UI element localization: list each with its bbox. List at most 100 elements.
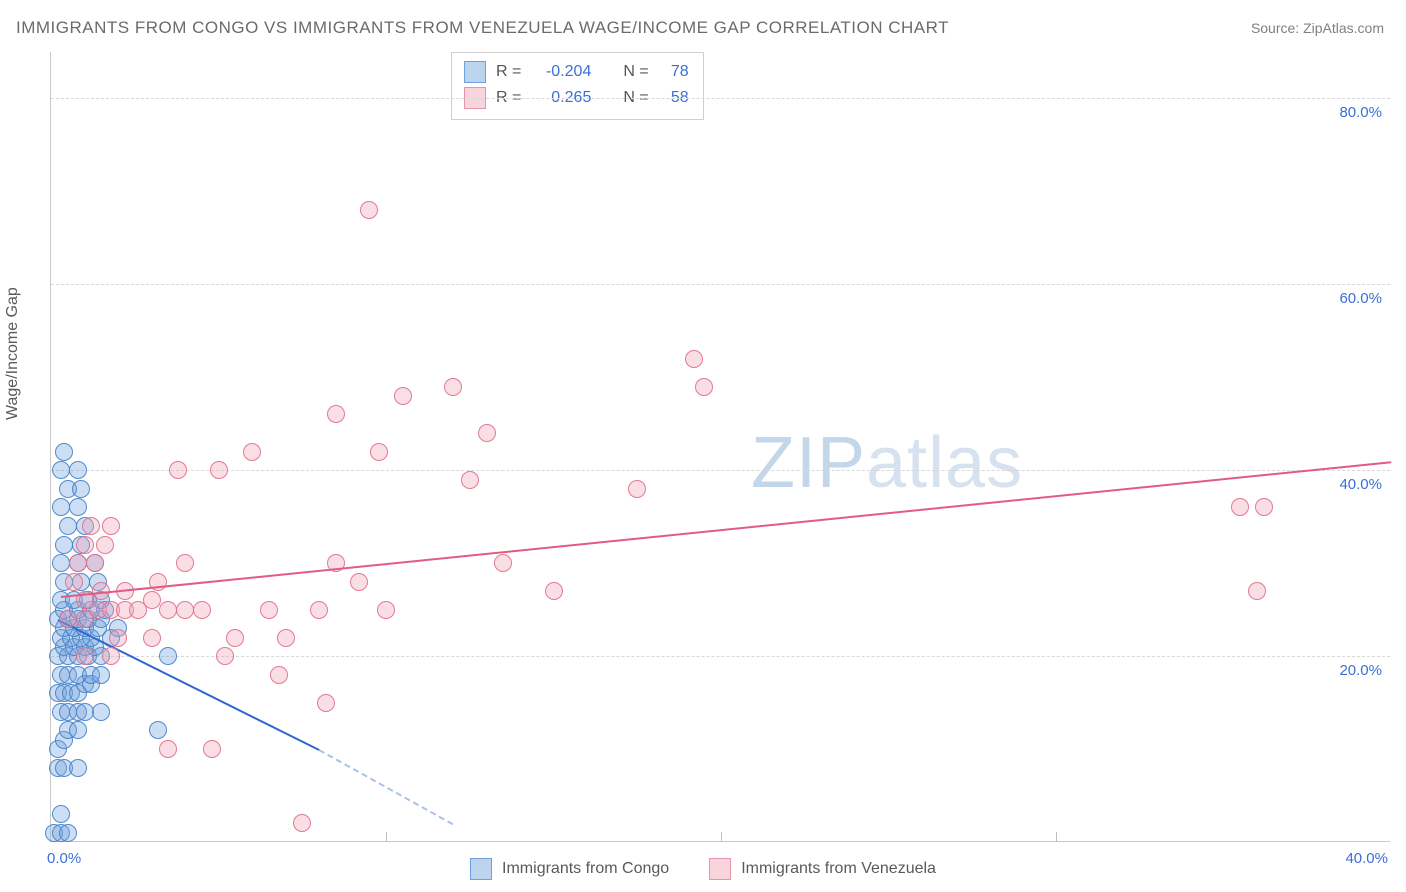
gridline-h [51, 284, 1390, 285]
trend-line-extrapolated [319, 749, 454, 825]
data-point [76, 647, 94, 665]
data-point [695, 378, 713, 396]
data-point [69, 498, 87, 516]
data-point [72, 480, 90, 498]
data-point [260, 601, 278, 619]
data-point [59, 824, 77, 842]
data-point [176, 601, 194, 619]
data-point [55, 443, 73, 461]
data-point [203, 740, 221, 758]
gridline-v [1056, 832, 1057, 842]
data-point [377, 601, 395, 619]
chart-title: IMMIGRANTS FROM CONGO VS IMMIGRANTS FROM… [16, 18, 949, 38]
data-point [102, 517, 120, 535]
r-value-congo: -0.204 [531, 63, 591, 81]
data-point [685, 350, 703, 368]
legend-label-congo: Immigrants from Congo [502, 860, 669, 878]
data-point [193, 601, 211, 619]
source-label: Source: [1251, 20, 1303, 36]
watermark-bold: ZIP [751, 423, 866, 503]
legend-row-congo: R = -0.204 N = 78 [464, 59, 689, 85]
data-point [76, 703, 94, 721]
data-point [143, 629, 161, 647]
gridline-h [51, 656, 1390, 657]
data-point [143, 591, 161, 609]
data-point [478, 424, 496, 442]
y-tick-label: 60.0% [1339, 290, 1382, 307]
data-point [82, 517, 100, 535]
y-tick-label: 20.0% [1339, 662, 1382, 679]
data-point [52, 805, 70, 823]
source-value: ZipAtlas.com [1303, 20, 1384, 36]
y-tick-label: 80.0% [1339, 104, 1382, 121]
swatch-blue-icon [470, 858, 492, 880]
data-point [92, 703, 110, 721]
data-point [494, 554, 512, 572]
scatter-chart: ZIPatlas R = -0.204 N = 78 R = 0.265 N =… [50, 52, 1390, 842]
data-point [277, 629, 295, 647]
data-point [76, 536, 94, 554]
watermark: ZIPatlas [751, 422, 1023, 504]
data-point [69, 759, 87, 777]
data-point [109, 629, 127, 647]
gridline-h [51, 98, 1390, 99]
data-point [149, 721, 167, 739]
data-point [216, 647, 234, 665]
data-point [370, 443, 388, 461]
data-point [59, 610, 77, 628]
data-point [444, 378, 462, 396]
swatch-pink-icon [709, 858, 731, 880]
watermark-light: atlas [866, 423, 1023, 503]
data-point [350, 573, 368, 591]
data-point [65, 573, 83, 591]
n-value-congo: 78 [659, 63, 689, 81]
source-attribution: Source: ZipAtlas.com [1251, 20, 1384, 36]
y-tick-label: 40.0% [1339, 476, 1382, 493]
data-point [293, 814, 311, 832]
gridline-v [721, 832, 722, 842]
data-point [461, 471, 479, 489]
data-point [169, 461, 187, 479]
data-point [310, 601, 328, 619]
data-point [69, 721, 87, 739]
data-point [327, 405, 345, 423]
data-point [360, 201, 378, 219]
data-point [92, 666, 110, 684]
data-point [52, 554, 70, 572]
data-point [176, 554, 194, 572]
y-axis-label: Wage/Income Gap [4, 287, 22, 420]
gridline-v [386, 832, 387, 842]
data-point [394, 387, 412, 405]
data-point [1248, 582, 1266, 600]
data-point [226, 629, 244, 647]
data-point [52, 498, 70, 516]
data-point [102, 647, 120, 665]
data-point [96, 536, 114, 554]
data-point [55, 536, 73, 554]
legend-item-venezuela: Immigrants from Venezuela [709, 858, 936, 880]
data-point [628, 480, 646, 498]
legend-label-venezuela: Immigrants from Venezuela [741, 860, 936, 878]
legend-item-congo: Immigrants from Congo [470, 858, 669, 880]
data-point [1255, 498, 1273, 516]
data-point [270, 666, 288, 684]
data-point [159, 740, 177, 758]
data-point [159, 601, 177, 619]
data-point [210, 461, 228, 479]
series-legend: Immigrants from Congo Immigrants from Ve… [0, 858, 1406, 880]
data-point [52, 461, 70, 479]
data-point [1231, 498, 1249, 516]
gridline-h [51, 470, 1390, 471]
trend-line [61, 461, 1391, 598]
data-point [86, 554, 104, 572]
data-point [59, 517, 77, 535]
data-point [159, 647, 177, 665]
r-label: R = [496, 63, 521, 81]
data-point [317, 694, 335, 712]
data-point [69, 554, 87, 572]
n-label: N = [623, 63, 648, 81]
swatch-blue-icon [464, 61, 486, 83]
data-point [243, 443, 261, 461]
data-point [69, 461, 87, 479]
data-point [545, 582, 563, 600]
